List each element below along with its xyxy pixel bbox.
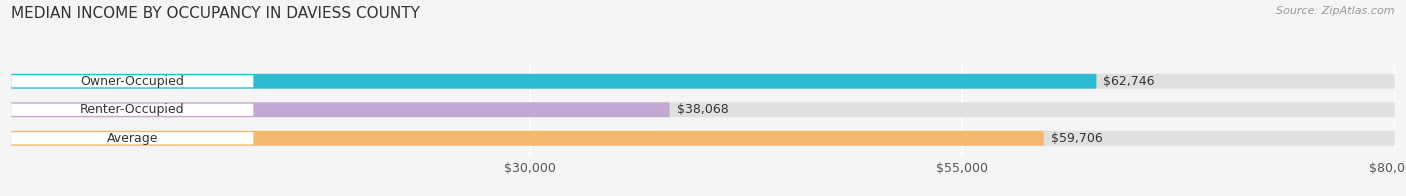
FancyBboxPatch shape: [11, 131, 1395, 146]
FancyBboxPatch shape: [11, 74, 1097, 89]
FancyBboxPatch shape: [11, 102, 1395, 117]
Text: Owner-Occupied: Owner-Occupied: [80, 75, 184, 88]
Text: MEDIAN INCOME BY OCCUPANCY IN DAVIESS COUNTY: MEDIAN INCOME BY OCCUPANCY IN DAVIESS CO…: [11, 6, 420, 21]
FancyBboxPatch shape: [11, 104, 253, 116]
Text: $62,746: $62,746: [1104, 75, 1154, 88]
FancyBboxPatch shape: [11, 75, 253, 87]
Text: Renter-Occupied: Renter-Occupied: [80, 103, 184, 116]
FancyBboxPatch shape: [11, 74, 1395, 89]
Text: Average: Average: [107, 132, 157, 145]
Text: Source: ZipAtlas.com: Source: ZipAtlas.com: [1277, 6, 1395, 16]
Text: $59,706: $59,706: [1050, 132, 1102, 145]
FancyBboxPatch shape: [11, 102, 669, 117]
FancyBboxPatch shape: [11, 131, 1043, 146]
Text: $38,068: $38,068: [676, 103, 728, 116]
FancyBboxPatch shape: [11, 132, 253, 144]
